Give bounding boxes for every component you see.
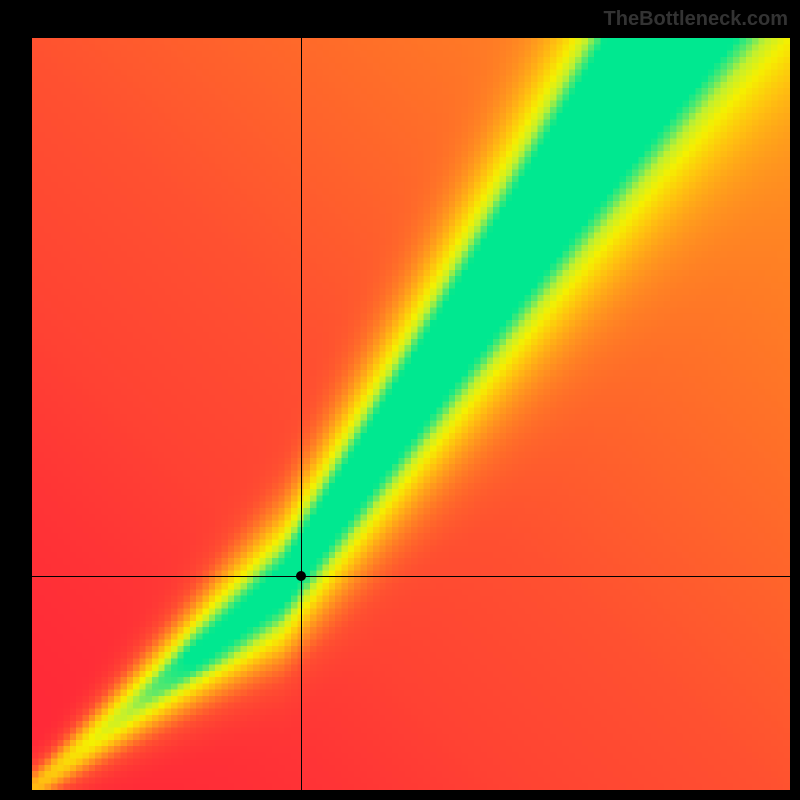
chart-container: TheBottleneck.com bbox=[0, 0, 800, 800]
heatmap-canvas bbox=[32, 38, 790, 790]
crosshair-horizontal bbox=[32, 576, 790, 577]
crosshair-vertical bbox=[301, 38, 302, 790]
watermark-text: TheBottleneck.com bbox=[604, 8, 788, 31]
heatmap-plot bbox=[32, 38, 790, 790]
data-point-marker bbox=[296, 571, 306, 581]
